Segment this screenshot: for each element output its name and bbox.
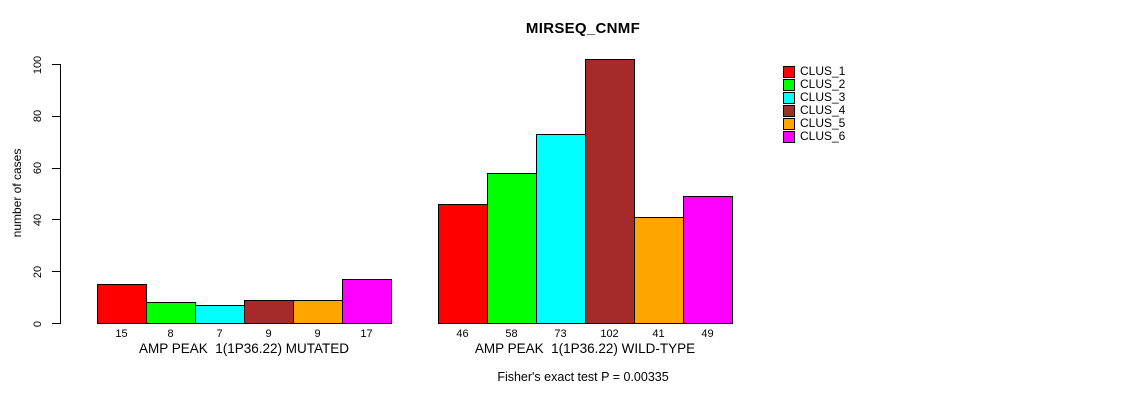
bar-value-label: 58 (505, 328, 518, 340)
y-axis-tick (52, 115, 60, 117)
bar-value-label: 15 (115, 328, 128, 340)
bar-clus_5-group1 (293, 300, 343, 324)
bar-value-label: 41 (652, 328, 665, 340)
y-axis-tick-label: 40 (32, 213, 44, 227)
y-axis-line (60, 64, 61, 324)
legend-swatch-icon (783, 104, 795, 117)
legend-label: CLUS_1 (800, 64, 846, 78)
y-axis-tick (52, 64, 60, 65)
legend-swatch-icon (783, 117, 795, 130)
bar-clus_3-group1 (195, 305, 245, 324)
bar-value-label: 17 (360, 328, 373, 340)
bar-clus_4-group2 (585, 59, 635, 324)
y-axis-tick (52, 271, 60, 273)
y-axis-tick-label: 0 (32, 320, 44, 327)
legend: CLUS_1 CLUS_2 CLUS_3 CLUS_4 CLUS_5 CLUS_6 (783, 65, 845, 143)
y-axis-label: number of cases (10, 148, 24, 238)
bar-value-label: 8 (167, 328, 174, 340)
legend-item-clus_3: CLUS_3 (783, 91, 845, 104)
bar-value-label: 7 (216, 328, 223, 340)
fisher-test-annotation: Fisher's exact test P = 0.00335 (497, 370, 669, 384)
bar-clus_4-group1 (244, 300, 294, 324)
legend-label: CLUS_3 (800, 90, 846, 104)
group-axis-label: AMP PEAK 1(1P36.22) MUTATED (138, 341, 350, 356)
legend-swatch-icon (783, 65, 795, 78)
bar-value-label: 102 (600, 328, 619, 340)
legend-label: CLUS_6 (800, 129, 846, 143)
bar-value-label: 46 (456, 328, 469, 340)
legend-item-clus_2: CLUS_2 (783, 78, 845, 91)
y-axis-tick-label: 80 (32, 110, 44, 123)
legend-swatch-icon (783, 130, 795, 143)
legend-item-clus_4: CLUS_4 (783, 104, 845, 117)
y-axis-tick-label: 100 (32, 55, 44, 74)
y-axis-tick (52, 323, 60, 324)
bar-value-label: 49 (701, 328, 714, 340)
bar-clus_3-group2 (536, 134, 586, 324)
bar-clus_2-group1 (146, 302, 196, 324)
legend-item-clus_1: CLUS_1 (783, 65, 845, 78)
bar-clus_6-group1 (342, 279, 392, 324)
y-axis-tick (52, 219, 60, 221)
bar-clus_6-group2 (683, 196, 733, 324)
bar-clus_1-group1 (97, 284, 147, 324)
bar-value-label: 9 (314, 328, 321, 340)
bar-clus_1-group2 (438, 204, 488, 324)
legend-label: CLUS_4 (800, 103, 846, 117)
legend-item-clus_6: CLUS_6 (783, 130, 845, 143)
bar-value-label: 73 (554, 328, 567, 340)
legend-swatch-icon (783, 91, 795, 104)
bar-value-label: 9 (265, 328, 272, 340)
group-axis-label: AMP PEAK 1(1P36.22) WILD-TYPE (474, 341, 696, 356)
y-axis-tick-label: 20 (32, 265, 44, 278)
legend-label: CLUS_5 (800, 116, 846, 130)
legend-item-clus_5: CLUS_5 (783, 117, 845, 130)
bar-clus_5-group2 (634, 217, 684, 324)
chart-title: MIRSEQ_CNMF (525, 20, 641, 37)
legend-swatch-icon (783, 78, 795, 91)
bar-clus_2-group2 (487, 173, 537, 324)
legend-label: CLUS_2 (800, 77, 846, 91)
y-axis-tick (52, 167, 60, 169)
y-axis-tick-label: 60 (32, 161, 44, 175)
